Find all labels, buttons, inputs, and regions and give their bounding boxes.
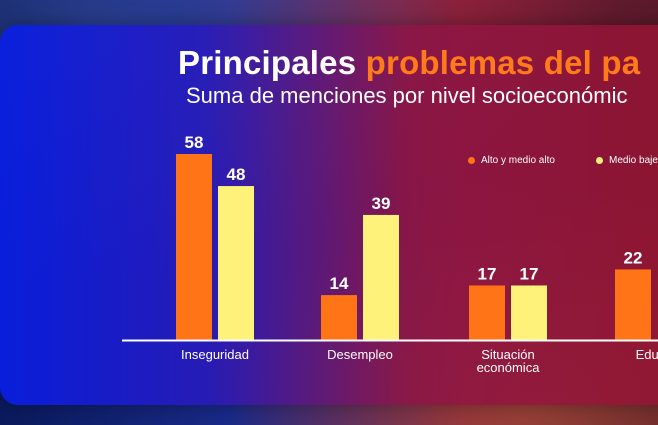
- data-label-bajo-1: 39: [372, 194, 391, 213]
- legend-label-bajo: Medio baje: [609, 155, 658, 166]
- data-label-bajo-0: 48: [227, 165, 246, 184]
- bar-alto-3: [615, 269, 651, 340]
- title-part-orange: problemas del pa: [365, 44, 641, 81]
- data-label-alto-1: 14: [330, 274, 349, 293]
- bar-alto-0: [176, 154, 212, 340]
- legend-item-alto: Alto y medio alto: [468, 155, 555, 166]
- legend-item-bajo: Medio baje: [596, 155, 658, 166]
- data-label-bajo-2: 17: [520, 264, 539, 283]
- category-label-0: Inseguridad: [181, 347, 249, 362]
- category-label-2-1: económica: [477, 360, 541, 375]
- bar-bajo-1: [363, 214, 399, 340]
- data-label-alto-3: 22: [624, 248, 643, 267]
- category-label-3: Educa: [636, 347, 658, 362]
- legend-swatch-alto: [468, 156, 475, 164]
- legend-swatch-bajo: [596, 156, 603, 164]
- legend-label-alto: Alto y medio alto: [481, 155, 555, 166]
- data-label-alto-0: 58: [185, 133, 204, 152]
- bar-bajo-0: [218, 186, 254, 340]
- data-label-alto-2: 17: [478, 264, 497, 283]
- bar-alto-2: [469, 285, 505, 340]
- bar-bajo-2: [511, 285, 547, 340]
- bar-alto-1: [321, 295, 357, 340]
- chart-title: Principales problemas del pa: [178, 44, 640, 82]
- title-part-white: Principales: [178, 44, 357, 81]
- category-label-2-0: Situación: [481, 347, 534, 362]
- category-label-1: Desempleo: [327, 347, 393, 362]
- chart-subtitle: Suma de menciones por nivel socioeconómi…: [186, 83, 628, 108]
- chart-panel: [0, 25, 658, 405]
